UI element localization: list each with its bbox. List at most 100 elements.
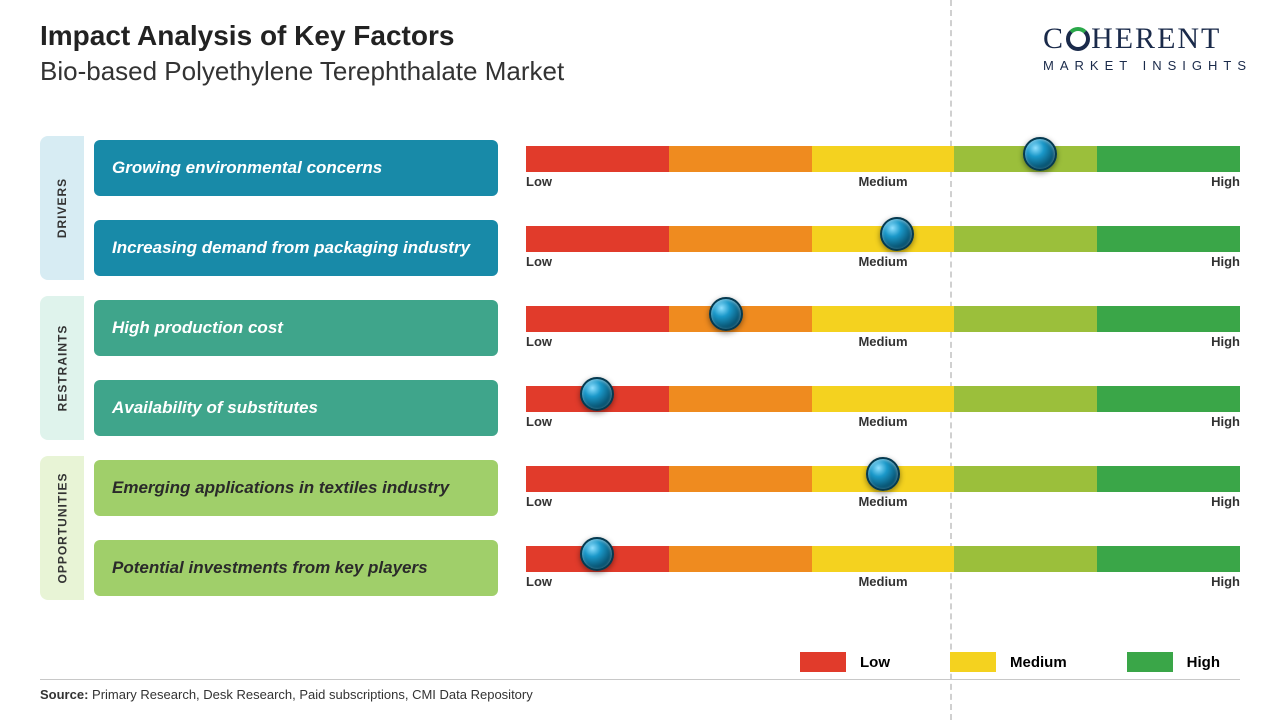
impact-marker-icon: [866, 457, 900, 491]
brand-text-rest: HERENT: [1091, 22, 1221, 55]
gauge-label-medium: Medium: [858, 254, 907, 269]
gauge-segment: [526, 226, 669, 252]
legend-swatch: [800, 652, 846, 672]
impact-marker-icon: [580, 377, 614, 411]
category-tab: DRIVERS: [40, 136, 84, 280]
gauge-bar: [526, 546, 1240, 572]
impact-sections: DRIVERS Growing environmental concerns Low…: [40, 136, 1240, 616]
gauge-label-low: Low: [526, 494, 552, 509]
impact-gauge: LowMediumHigh: [526, 460, 1240, 516]
legend-item: Low: [800, 652, 890, 672]
factor-row: Potential investments from key players Lo…: [94, 536, 1240, 600]
factor-row: Growing environmental concerns Low Medium H…: [94, 136, 1240, 200]
gauge-label-high: High: [1211, 494, 1240, 509]
legend-label: Low: [860, 654, 890, 671]
legend-label: Medium: [1010, 654, 1067, 671]
gauge-segment: [669, 386, 812, 412]
legend-item: Medium: [950, 652, 1067, 672]
gauge-label-high: High: [1211, 254, 1240, 269]
gauge-segment: [1097, 306, 1240, 332]
gauge-segment: [1097, 546, 1240, 572]
factor-rows: Emerging applications in textiles indust…: [94, 456, 1240, 616]
gauge-segment: [669, 546, 812, 572]
page-title: Impact Analysis of Key Factors: [40, 20, 564, 52]
globe-o-icon: [1066, 27, 1090, 51]
category-label: RESTRAINTS: [55, 325, 69, 412]
gauge-segment: [669, 146, 812, 172]
gauge-label-high: High: [1211, 414, 1240, 429]
gauge-segment: [526, 466, 669, 492]
legend: Low Medium High: [800, 652, 1220, 672]
header: Impact Analysis of Key Factors Bio-based…: [40, 20, 564, 87]
gauge-segment: [669, 226, 812, 252]
brand-text-c: C: [1043, 22, 1065, 55]
gauge-label-low: Low: [526, 254, 552, 269]
impact-marker-icon: [880, 217, 914, 251]
gauge-label-high: High: [1211, 574, 1240, 589]
gauge-label-low: Low: [526, 334, 552, 349]
legend-swatch: [950, 652, 996, 672]
gauge-bar: [526, 146, 1240, 172]
footer-divider: [40, 679, 1240, 680]
source-text: Primary Research, Desk Research, Paid su…: [92, 687, 533, 702]
gauge-label-medium: Medium: [858, 574, 907, 589]
section-drivers: DRIVERS Growing environmental concerns Low…: [40, 136, 1240, 296]
gauge-label-low: Low: [526, 414, 552, 429]
impact-gauge: Low Medium High: [526, 300, 1240, 356]
brand-name: C HERENT: [1043, 22, 1252, 56]
gauge-segment: [1097, 466, 1240, 492]
gauge-label-high: High: [1211, 174, 1240, 189]
gauge-segment: [1097, 146, 1240, 172]
gauge-segment: [812, 306, 955, 332]
impact-gauge: Low Medium High: [526, 220, 1240, 276]
gauge-segment: [812, 146, 955, 172]
factor-row: High production costLowMediumHigh: [94, 296, 1240, 360]
legend-label: High: [1187, 654, 1220, 671]
gauge-label-low: Low: [526, 174, 552, 189]
impact-gauge: Low Medium High: [526, 380, 1240, 436]
gauge-segment: [954, 386, 1097, 412]
factor-rows: Growing environmental concerns Low Medium H…: [94, 136, 1240, 296]
gauge-segment: [954, 466, 1097, 492]
gauge-segment: [812, 386, 955, 412]
brand-logo: C HERENT MARKET INSIGHTS: [1043, 22, 1252, 73]
gauge-segment: [954, 306, 1097, 332]
gauge-label-medium: Medium: [858, 334, 907, 349]
legend-swatch: [1127, 652, 1173, 672]
impact-marker-icon: [580, 537, 614, 571]
category-label: OPPORTUNITIES: [55, 472, 69, 583]
gauge-segment: [812, 546, 955, 572]
category-label: DRIVERS: [55, 178, 69, 238]
brand-tagline: MARKET INSIGHTS: [1043, 58, 1252, 73]
source-line: Source: Primary Research, Desk Research,…: [40, 687, 533, 702]
factor-row: Emerging applications in textiles indust…: [94, 456, 1240, 520]
gauge-segment: [526, 306, 669, 332]
factor-label: Growing environmental concerns: [94, 140, 498, 196]
impact-gauge: Low Medium High: [526, 540, 1240, 596]
section-opportunities: OPPORTUNITIES Emerging applications in te…: [40, 456, 1240, 616]
factor-row: Increasing demand from packaging industr…: [94, 216, 1240, 280]
page-subtitle: Bio-based Polyethylene Terephthalate Mar…: [40, 56, 564, 87]
factor-label: Potential investments from key players: [94, 540, 498, 596]
gauge-label-high: High: [1211, 334, 1240, 349]
legend-item: High: [1127, 652, 1220, 672]
gauge-segment: [1097, 386, 1240, 412]
gauge-label-medium: Medium: [858, 414, 907, 429]
factor-row: Availability of substitutes Low Medium High: [94, 376, 1240, 440]
source-prefix: Source:: [40, 687, 88, 702]
factor-label: Emerging applications in textiles indust…: [94, 460, 498, 516]
gauge-segment: [954, 546, 1097, 572]
impact-marker-icon: [1023, 137, 1057, 171]
section-restraints: RESTRAINTSHigh production costLowMediumH…: [40, 296, 1240, 456]
gauge-label-low: Low: [526, 574, 552, 589]
gauge-bar: [526, 386, 1240, 412]
category-tab: OPPORTUNITIES: [40, 456, 84, 600]
factor-rows: High production costLowMediumHighAvailab…: [94, 296, 1240, 456]
factor-label: Availability of substitutes: [94, 380, 498, 436]
gauge-segment: [954, 226, 1097, 252]
impact-marker-icon: [709, 297, 743, 331]
impact-gauge: Low Medium High: [526, 140, 1240, 196]
gauge-label-medium: Medium: [858, 174, 907, 189]
gauge-segment: [1097, 226, 1240, 252]
category-tab: RESTRAINTS: [40, 296, 84, 440]
